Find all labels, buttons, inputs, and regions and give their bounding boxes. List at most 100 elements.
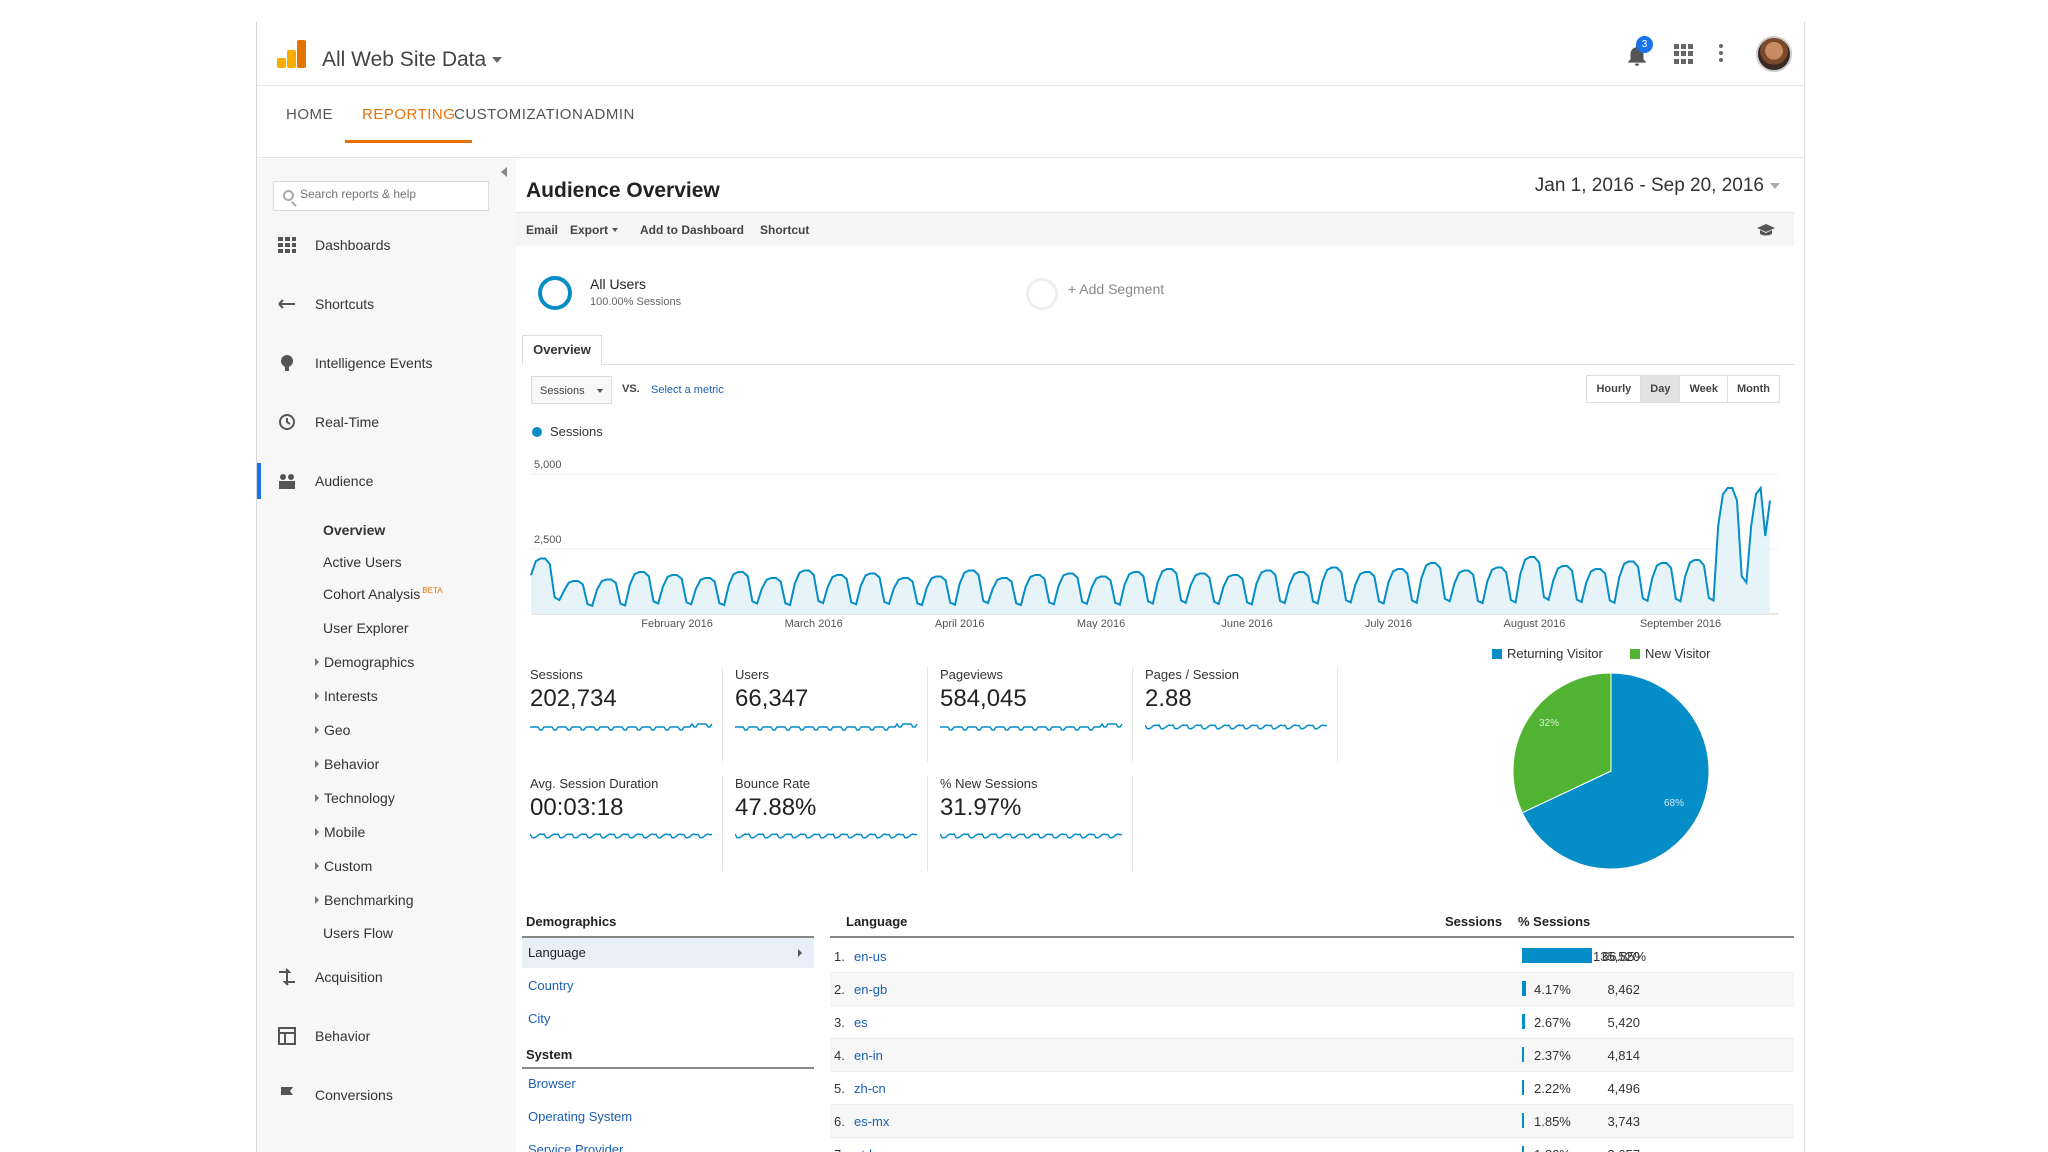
sidebar-item-audience[interactable]: Audience: [257, 463, 516, 499]
add-segment-icon[interactable]: [1026, 278, 1058, 310]
sessions-line: [530, 485, 1771, 608]
sparkline: [735, 833, 918, 839]
sub-item-users-flow[interactable]: Users Flow: [323, 925, 394, 941]
graduation-cap-icon[interactable]: [1756, 223, 1776, 237]
language-link[interactable]: en-in: [854, 1048, 883, 1063]
pie-label-returning: 68%: [1664, 798, 1684, 809]
legend-dot: [532, 427, 542, 437]
sidebar-item-shortcuts[interactable]: Shortcuts: [257, 286, 516, 322]
sub-item-label: Cohort Analysis: [323, 586, 421, 602]
search-input[interactable]: [300, 187, 480, 201]
avatar[interactable]: [1756, 36, 1792, 72]
sub-item-user-explorer[interactable]: User Explorer: [323, 620, 409, 636]
sub-item-geo[interactable]: Geo: [315, 722, 350, 738]
more-vert-icon[interactable]: [1719, 44, 1725, 64]
granularity-month[interactable]: Month: [1737, 383, 1770, 395]
demo-language[interactable]: Language: [522, 938, 814, 968]
table-row[interactable]: 1. en-us 135,520 66.85%: [830, 940, 1794, 973]
search-box[interactable]: [273, 181, 489, 211]
expand-icon: [315, 896, 319, 904]
analytics-logo-icon[interactable]: [277, 40, 307, 68]
demo-browser[interactable]: Browser: [528, 1076, 576, 1091]
table-row[interactable]: 6. es-mx 3,743 1.85%: [830, 1105, 1794, 1138]
email-button[interactable]: Email: [526, 223, 559, 237]
date-range-picker[interactable]: Jan 1, 2016 - Sep 20, 2016: [1535, 175, 1780, 197]
y-tick-label: 2,500: [534, 534, 562, 546]
sidebar-item-dashboards[interactable]: Dashboards: [257, 227, 516, 263]
collapse-sidebar-icon[interactable]: [501, 167, 507, 177]
language-link[interactable]: pt-br: [854, 1147, 881, 1152]
scorecard[interactable]: Sessions 202,734: [530, 667, 720, 767]
language-link[interactable]: es-mx: [854, 1114, 890, 1129]
nav-customization[interactable]: CUSTOMIZATION: [454, 106, 584, 123]
granularity-day[interactable]: Day: [1641, 376, 1681, 402]
sidebar-item-realtime[interactable]: Real-Time: [257, 404, 516, 440]
granularity-hourly[interactable]: Hourly: [1587, 376, 1642, 402]
pct-bar: [1522, 1080, 1525, 1095]
add-segment-button[interactable]: + Add Segment: [1068, 281, 1165, 297]
visitor-pie-chart[interactable]: 68% 32%: [1501, 661, 1721, 881]
demo-city[interactable]: City: [528, 1011, 551, 1026]
account-selector[interactable]: All Web Site Data: [322, 48, 503, 72]
sidebar-item-intelligence[interactable]: Intelligence Events: [257, 345, 516, 381]
table-row[interactable]: 5. zh-cn 4,496 2.22%: [830, 1072, 1794, 1105]
x-tick-label: May 2016: [1077, 618, 1125, 629]
scorecard-value: 47.88%: [735, 794, 817, 821]
sessions-cell: 4,496: [1607, 1081, 1640, 1096]
pie-slice-returning[interactable]: [1521, 672, 1710, 870]
scorecard[interactable]: Pageviews 584,045: [940, 667, 1130, 767]
language-link[interactable]: en-us: [854, 949, 887, 964]
sessions-cell: 3,657: [1607, 1147, 1640, 1152]
table-row[interactable]: 2. en-gb 8,462 4.17%: [830, 973, 1794, 1006]
scorecard[interactable]: Pages / Session 2.88: [1145, 667, 1335, 767]
flag-icon: [281, 1087, 293, 1103]
metric-select[interactable]: Sessions: [531, 376, 612, 404]
segment-subtitle: 100.00% Sessions: [590, 296, 682, 308]
granularity-week[interactable]: Week: [1680, 376, 1729, 402]
sub-item-overview[interactable]: Overview: [323, 522, 386, 538]
scorecard[interactable]: Bounce Rate 47.88%: [735, 776, 925, 876]
row-index: 3.: [834, 1015, 845, 1030]
scorecard-label: Pages / Session: [1145, 667, 1239, 682]
sub-item-technology[interactable]: Technology: [315, 790, 395, 806]
demo-os[interactable]: Operating System: [528, 1109, 633, 1124]
nav-reporting[interactable]: REPORTING: [345, 106, 473, 143]
sub-item-custom[interactable]: Custom: [315, 858, 372, 874]
sidebar-item-acquisition[interactable]: Acquisition: [257, 959, 516, 995]
tab-overview[interactable]: Overview: [522, 335, 602, 365]
table-row[interactable]: 7. pt-br 3,657 1.80%: [830, 1138, 1794, 1152]
sessions-line-chart[interactable]: 5,000 2,500 February 2016 March 2016 April 2…: [516, 439, 1805, 629]
shortcut-button[interactable]: Shortcut: [760, 223, 810, 237]
nav-admin[interactable]: ADMIN: [584, 106, 635, 123]
table-row[interactable]: 3. es 5,420 2.67%: [830, 1006, 1794, 1039]
pie-slice-new[interactable]: [1512, 672, 1612, 814]
sub-item-behavior[interactable]: Behavior: [315, 756, 379, 772]
add-to-dashboard-button[interactable]: Add to Dashboard: [640, 223, 744, 237]
table-row[interactable]: 4. en-in 4,814 2.37%: [830, 1039, 1794, 1072]
select-metric-link[interactable]: Select a metric: [651, 384, 724, 396]
language-link[interactable]: zh-cn: [854, 1081, 886, 1096]
sub-item-demographics[interactable]: Demographics: [315, 654, 414, 670]
demo-country[interactable]: Country: [528, 978, 574, 993]
main-nav: HOME REPORTING CUSTOMIZATION ADMIN: [257, 86, 1804, 158]
main-content: Audience Overview Jan 1, 2016 - Sep 20, …: [516, 159, 1805, 1152]
demo-service-provider[interactable]: Service Provider: [528, 1142, 624, 1152]
apps-grid-icon[interactable]: [1674, 44, 1694, 64]
scorecard[interactable]: % New Sessions 31.97%: [940, 776, 1130, 876]
card-separator: [1132, 667, 1133, 762]
export-button[interactable]: Export: [570, 223, 619, 237]
segment-all-users-icon[interactable]: [538, 276, 572, 310]
scorecard[interactable]: Avg. Session Duration 00:03:18: [530, 776, 720, 876]
sub-item-active-users[interactable]: Active Users: [323, 554, 402, 570]
sub-item-benchmarking[interactable]: Benchmarking: [315, 892, 414, 908]
nav-home[interactable]: HOME: [286, 106, 333, 123]
sub-item-interests[interactable]: Interests: [315, 688, 378, 704]
language-link[interactable]: en-gb: [854, 982, 888, 997]
sidebar-item-behavior[interactable]: Behavior: [257, 1018, 516, 1054]
sparkline: [1145, 724, 1328, 730]
sub-item-cohort[interactable]: Cohort Analysis BETA: [323, 586, 443, 602]
scorecard[interactable]: Users 66,347: [735, 667, 925, 767]
sidebar-item-conversions[interactable]: Conversions: [257, 1077, 516, 1113]
language-link[interactable]: es: [854, 1015, 868, 1030]
sub-item-mobile[interactable]: Mobile: [315, 824, 365, 840]
